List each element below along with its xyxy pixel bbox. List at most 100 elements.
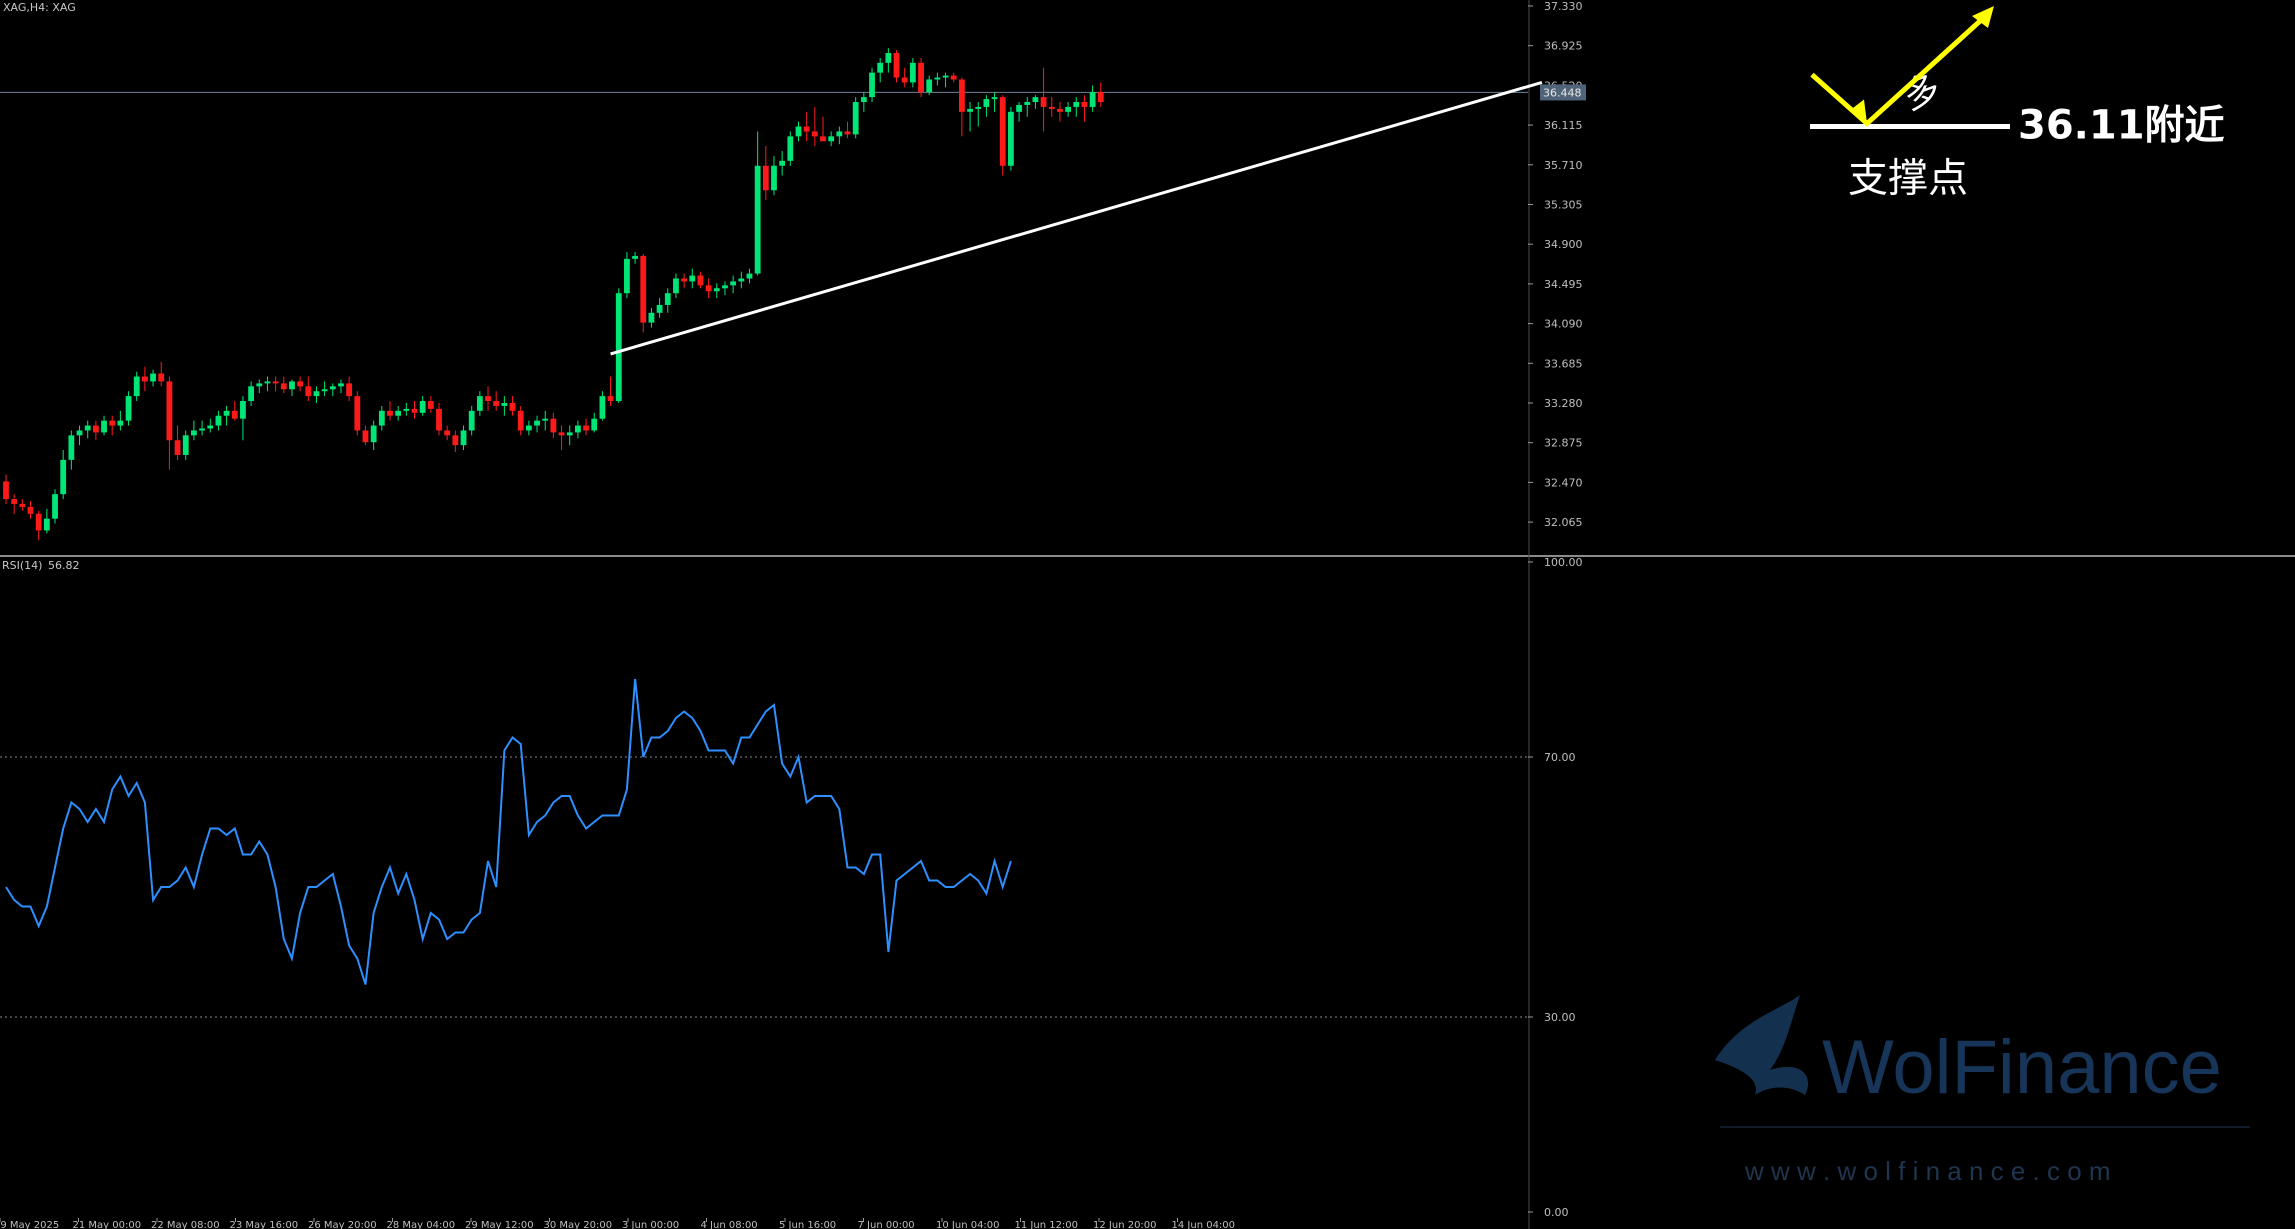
candle xyxy=(52,489,58,524)
candle-body xyxy=(999,97,1006,166)
candle xyxy=(256,379,263,394)
candle-body xyxy=(215,415,222,426)
candle-body xyxy=(673,278,679,294)
candle-body xyxy=(313,391,320,397)
candle xyxy=(68,430,75,470)
candle-body xyxy=(599,396,606,419)
candle-body xyxy=(607,396,614,402)
candle xyxy=(158,361,165,387)
price-tick-label: 36.925 xyxy=(1544,40,1583,53)
candle xyxy=(3,474,9,504)
price-tick-label: 34.090 xyxy=(1544,318,1583,331)
candle xyxy=(60,450,67,500)
candle xyxy=(909,57,916,88)
time-tick-label: 3 Jun 00:00 xyxy=(622,1220,679,1229)
candle-body xyxy=(289,381,295,390)
candle xyxy=(877,57,884,83)
watermark-url: w w w . w o l f i n a n c e . c o m xyxy=(1744,1156,2111,1186)
candle-body xyxy=(387,410,393,416)
candle-body xyxy=(713,288,720,292)
candle xyxy=(738,271,745,289)
candle xyxy=(689,268,696,289)
price-tick-label: 36.115 xyxy=(1544,119,1583,132)
candle xyxy=(1048,97,1055,117)
candle xyxy=(313,386,320,403)
candle-body xyxy=(975,106,982,109)
candle xyxy=(289,379,295,397)
candle xyxy=(215,410,222,431)
candle xyxy=(387,401,393,421)
candle xyxy=(967,102,973,132)
candle xyxy=(681,273,688,289)
candle-body xyxy=(640,255,647,323)
candle-body xyxy=(779,160,786,166)
candle-body xyxy=(754,165,761,274)
candle-body xyxy=(681,278,688,282)
candle-body xyxy=(517,410,524,431)
candle xyxy=(1040,67,1047,132)
candle xyxy=(76,425,83,446)
candle-body xyxy=(836,131,843,137)
candle xyxy=(27,501,34,519)
candle-body xyxy=(967,108,973,112)
candle xyxy=(517,405,524,436)
candle-body xyxy=(860,97,867,103)
price-tick-label: 37.330 xyxy=(1544,0,1583,13)
candle xyxy=(934,72,941,86)
time-tick-label: 10 Jun 04:00 xyxy=(936,1220,1000,1229)
bounce-arrow-line xyxy=(1810,10,1992,127)
candle-body xyxy=(182,435,189,455)
time-tick-label: 26 May 20:00 xyxy=(308,1220,377,1229)
candle-body xyxy=(199,428,205,431)
candle xyxy=(231,401,238,421)
candle-body xyxy=(803,126,810,132)
candle xyxy=(150,369,156,387)
candle-body xyxy=(158,373,165,382)
candle-body xyxy=(240,401,246,419)
candle xyxy=(264,376,271,392)
candle-body xyxy=(1040,97,1047,107)
candle xyxy=(329,383,336,397)
candle xyxy=(730,275,737,294)
candle xyxy=(1016,102,1022,122)
candle-body xyxy=(354,396,361,431)
time-tick-label: 14 Jun 04:00 xyxy=(1172,1220,1236,1229)
candle xyxy=(599,391,606,421)
candle xyxy=(771,155,777,196)
candle xyxy=(436,402,442,436)
price-tick-label: 33.280 xyxy=(1544,397,1583,410)
candle-body xyxy=(338,383,344,387)
candle xyxy=(468,405,475,436)
candle xyxy=(501,396,508,416)
candle-body xyxy=(705,285,712,292)
candle-body xyxy=(76,430,83,436)
candle xyxy=(84,420,91,439)
candle xyxy=(550,412,557,439)
candle-body xyxy=(983,99,990,107)
candle xyxy=(1065,102,1071,117)
candle-body xyxy=(575,425,581,433)
candle xyxy=(575,420,581,439)
candle-body xyxy=(362,430,369,443)
candle xyxy=(35,510,42,541)
candle xyxy=(280,376,287,394)
candle-body xyxy=(901,77,908,83)
candle-body xyxy=(542,418,549,421)
candle xyxy=(1008,106,1014,171)
candle-body xyxy=(534,420,540,426)
current-price-tag xyxy=(1540,84,1586,101)
candle xyxy=(795,121,802,142)
candle xyxy=(942,72,949,88)
candle-body xyxy=(877,62,884,73)
candle xyxy=(640,253,647,333)
candle-body xyxy=(329,386,336,390)
candle-body xyxy=(648,312,655,323)
candle-body xyxy=(918,62,924,93)
candle xyxy=(762,146,769,201)
candle-body xyxy=(525,425,532,431)
candle-body xyxy=(207,425,214,429)
price-tick-label: 35.305 xyxy=(1544,198,1583,211)
candle-body xyxy=(223,410,230,416)
rsi-indicator-name: RSI(14) xyxy=(2,559,42,572)
